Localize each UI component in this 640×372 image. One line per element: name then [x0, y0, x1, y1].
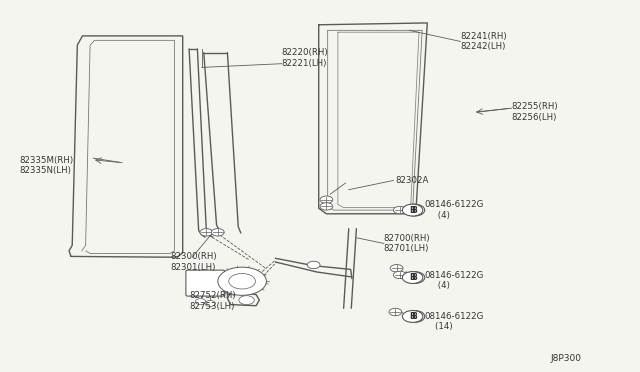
Circle shape	[228, 273, 255, 289]
Text: J8P300: J8P300	[551, 354, 582, 363]
Circle shape	[320, 203, 333, 210]
Text: 82220(RH)
82221(LH): 82220(RH) 82221(LH)	[282, 48, 328, 68]
Text: 82300(RH)
82301(LH): 82300(RH) 82301(LH)	[170, 252, 216, 272]
Circle shape	[394, 206, 406, 214]
Text: 82335M(RH)
82335N(LH): 82335M(RH) 82335N(LH)	[20, 156, 74, 175]
Text: B: B	[412, 312, 417, 321]
Text: 82241(RH)
82242(LH): 82241(RH) 82242(LH)	[461, 32, 507, 51]
Circle shape	[404, 272, 425, 283]
Circle shape	[320, 196, 333, 203]
Circle shape	[200, 229, 212, 236]
Text: B: B	[410, 206, 415, 215]
Circle shape	[307, 261, 320, 269]
Text: 08146-6122G
     (4): 08146-6122G (4)	[424, 201, 483, 220]
Circle shape	[239, 296, 254, 305]
Circle shape	[404, 204, 425, 216]
Text: B: B	[412, 273, 417, 282]
Text: 82255(RH)
82256(LH): 82255(RH) 82256(LH)	[511, 102, 558, 122]
FancyBboxPatch shape	[186, 270, 225, 296]
Circle shape	[211, 229, 224, 236]
Text: B: B	[410, 273, 415, 282]
Circle shape	[403, 311, 423, 323]
Circle shape	[389, 308, 402, 316]
Text: B: B	[412, 206, 417, 215]
Circle shape	[403, 272, 423, 283]
Text: 82752(RH)
82753(LH): 82752(RH) 82753(LH)	[189, 291, 236, 311]
Circle shape	[218, 267, 266, 295]
Text: 82700(RH)
82701(LH): 82700(RH) 82701(LH)	[384, 234, 431, 253]
Text: B: B	[410, 312, 415, 321]
Circle shape	[205, 301, 215, 307]
Text: 08146-6122G
    (14): 08146-6122G (14)	[424, 312, 483, 331]
Circle shape	[403, 204, 423, 216]
Circle shape	[404, 311, 425, 323]
Circle shape	[394, 271, 406, 279]
Text: 08146-6122G
     (4): 08146-6122G (4)	[424, 271, 483, 290]
Circle shape	[390, 264, 403, 272]
Circle shape	[195, 299, 205, 305]
Text: 82302A: 82302A	[396, 176, 429, 185]
